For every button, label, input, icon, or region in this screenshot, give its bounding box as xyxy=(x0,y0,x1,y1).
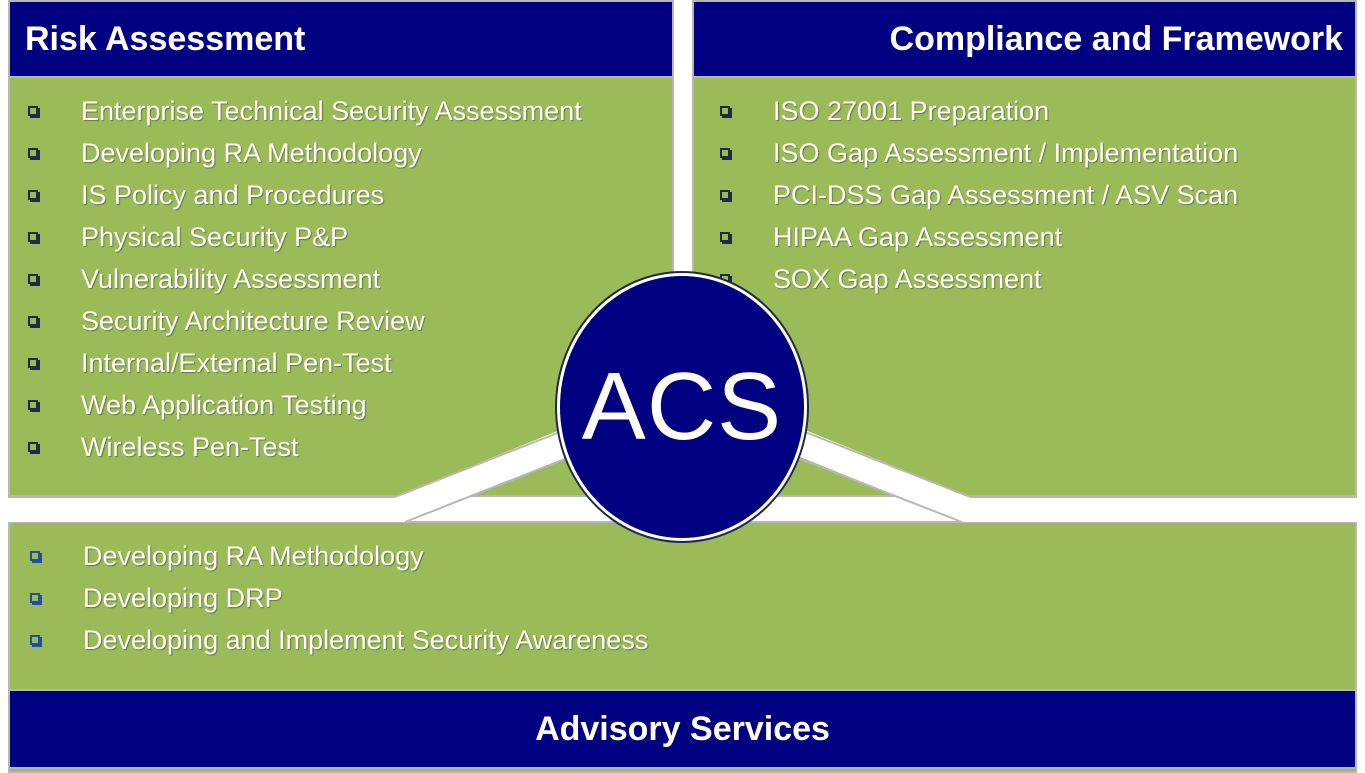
checkbox-bullet-icon xyxy=(28,274,40,286)
checkbox-bullet-icon xyxy=(28,400,40,412)
advisory-services-title: Advisory Services xyxy=(535,709,830,748)
compliance-framework-list: ISO 27001 Preparation ISO Gap Assessment… xyxy=(700,90,1238,300)
list-item: ISO Gap Assessment / Implementation xyxy=(700,132,1238,174)
checkbox-bullet-icon xyxy=(28,316,40,328)
list-item: Developing and Implement Security Awaren… xyxy=(10,619,648,661)
list-item: SOX Gap Assessment xyxy=(700,258,1238,300)
list-item: Developing RA Methodology xyxy=(10,535,648,577)
checkbox-bullet-icon xyxy=(720,148,732,160)
compliance-framework-header: Compliance and Framework xyxy=(692,0,1357,78)
list-item: ISO 27001 Preparation xyxy=(700,90,1238,132)
checkbox-bullet-icon xyxy=(720,190,732,202)
checkbox-bullet-icon xyxy=(28,358,40,370)
checkbox-bullet-icon xyxy=(28,442,40,454)
risk-assessment-title: Risk Assessment xyxy=(25,19,306,58)
checkbox-bullet-icon xyxy=(28,232,40,244)
checkbox-bullet-icon xyxy=(720,106,732,118)
checkbox-bullet-icon xyxy=(30,551,42,563)
advisory-services-header: Advisory Services xyxy=(8,689,1357,769)
list-item: PCI-DSS Gap Assessment / ASV Scan xyxy=(700,174,1238,216)
list-item: Physical Security P&P xyxy=(8,216,582,258)
checkbox-bullet-icon xyxy=(30,593,42,605)
list-item: HIPAA Gap Assessment xyxy=(700,216,1238,258)
list-item: Web Application Testing xyxy=(8,384,582,426)
checkbox-bullet-icon xyxy=(30,635,42,647)
acs-center-circle: ACS xyxy=(557,273,807,541)
list-item: Security Architecture Review xyxy=(8,300,582,342)
checkbox-bullet-icon xyxy=(720,232,732,244)
advisory-services-list: Developing RA Methodology Developing DRP… xyxy=(10,535,648,661)
checkbox-bullet-icon xyxy=(28,190,40,202)
acs-label: ACS xyxy=(581,353,783,460)
list-item: IS Policy and Procedures xyxy=(8,174,582,216)
list-item: Developing RA Methodology xyxy=(8,132,582,174)
list-item: Wireless Pen-Test xyxy=(8,426,582,468)
checkbox-bullet-icon xyxy=(28,106,40,118)
compliance-framework-title: Compliance and Framework xyxy=(889,19,1343,58)
risk-assessment-list: Enterprise Technical Security Assessment… xyxy=(8,90,582,468)
list-item: Developing DRP xyxy=(10,577,648,619)
checkbox-bullet-icon xyxy=(28,148,40,160)
list-item: Enterprise Technical Security Assessment xyxy=(8,90,582,132)
list-item: Vulnerability Assessment xyxy=(8,258,582,300)
list-item: Internal/External Pen-Test xyxy=(8,342,582,384)
risk-assessment-header: Risk Assessment xyxy=(8,0,674,78)
